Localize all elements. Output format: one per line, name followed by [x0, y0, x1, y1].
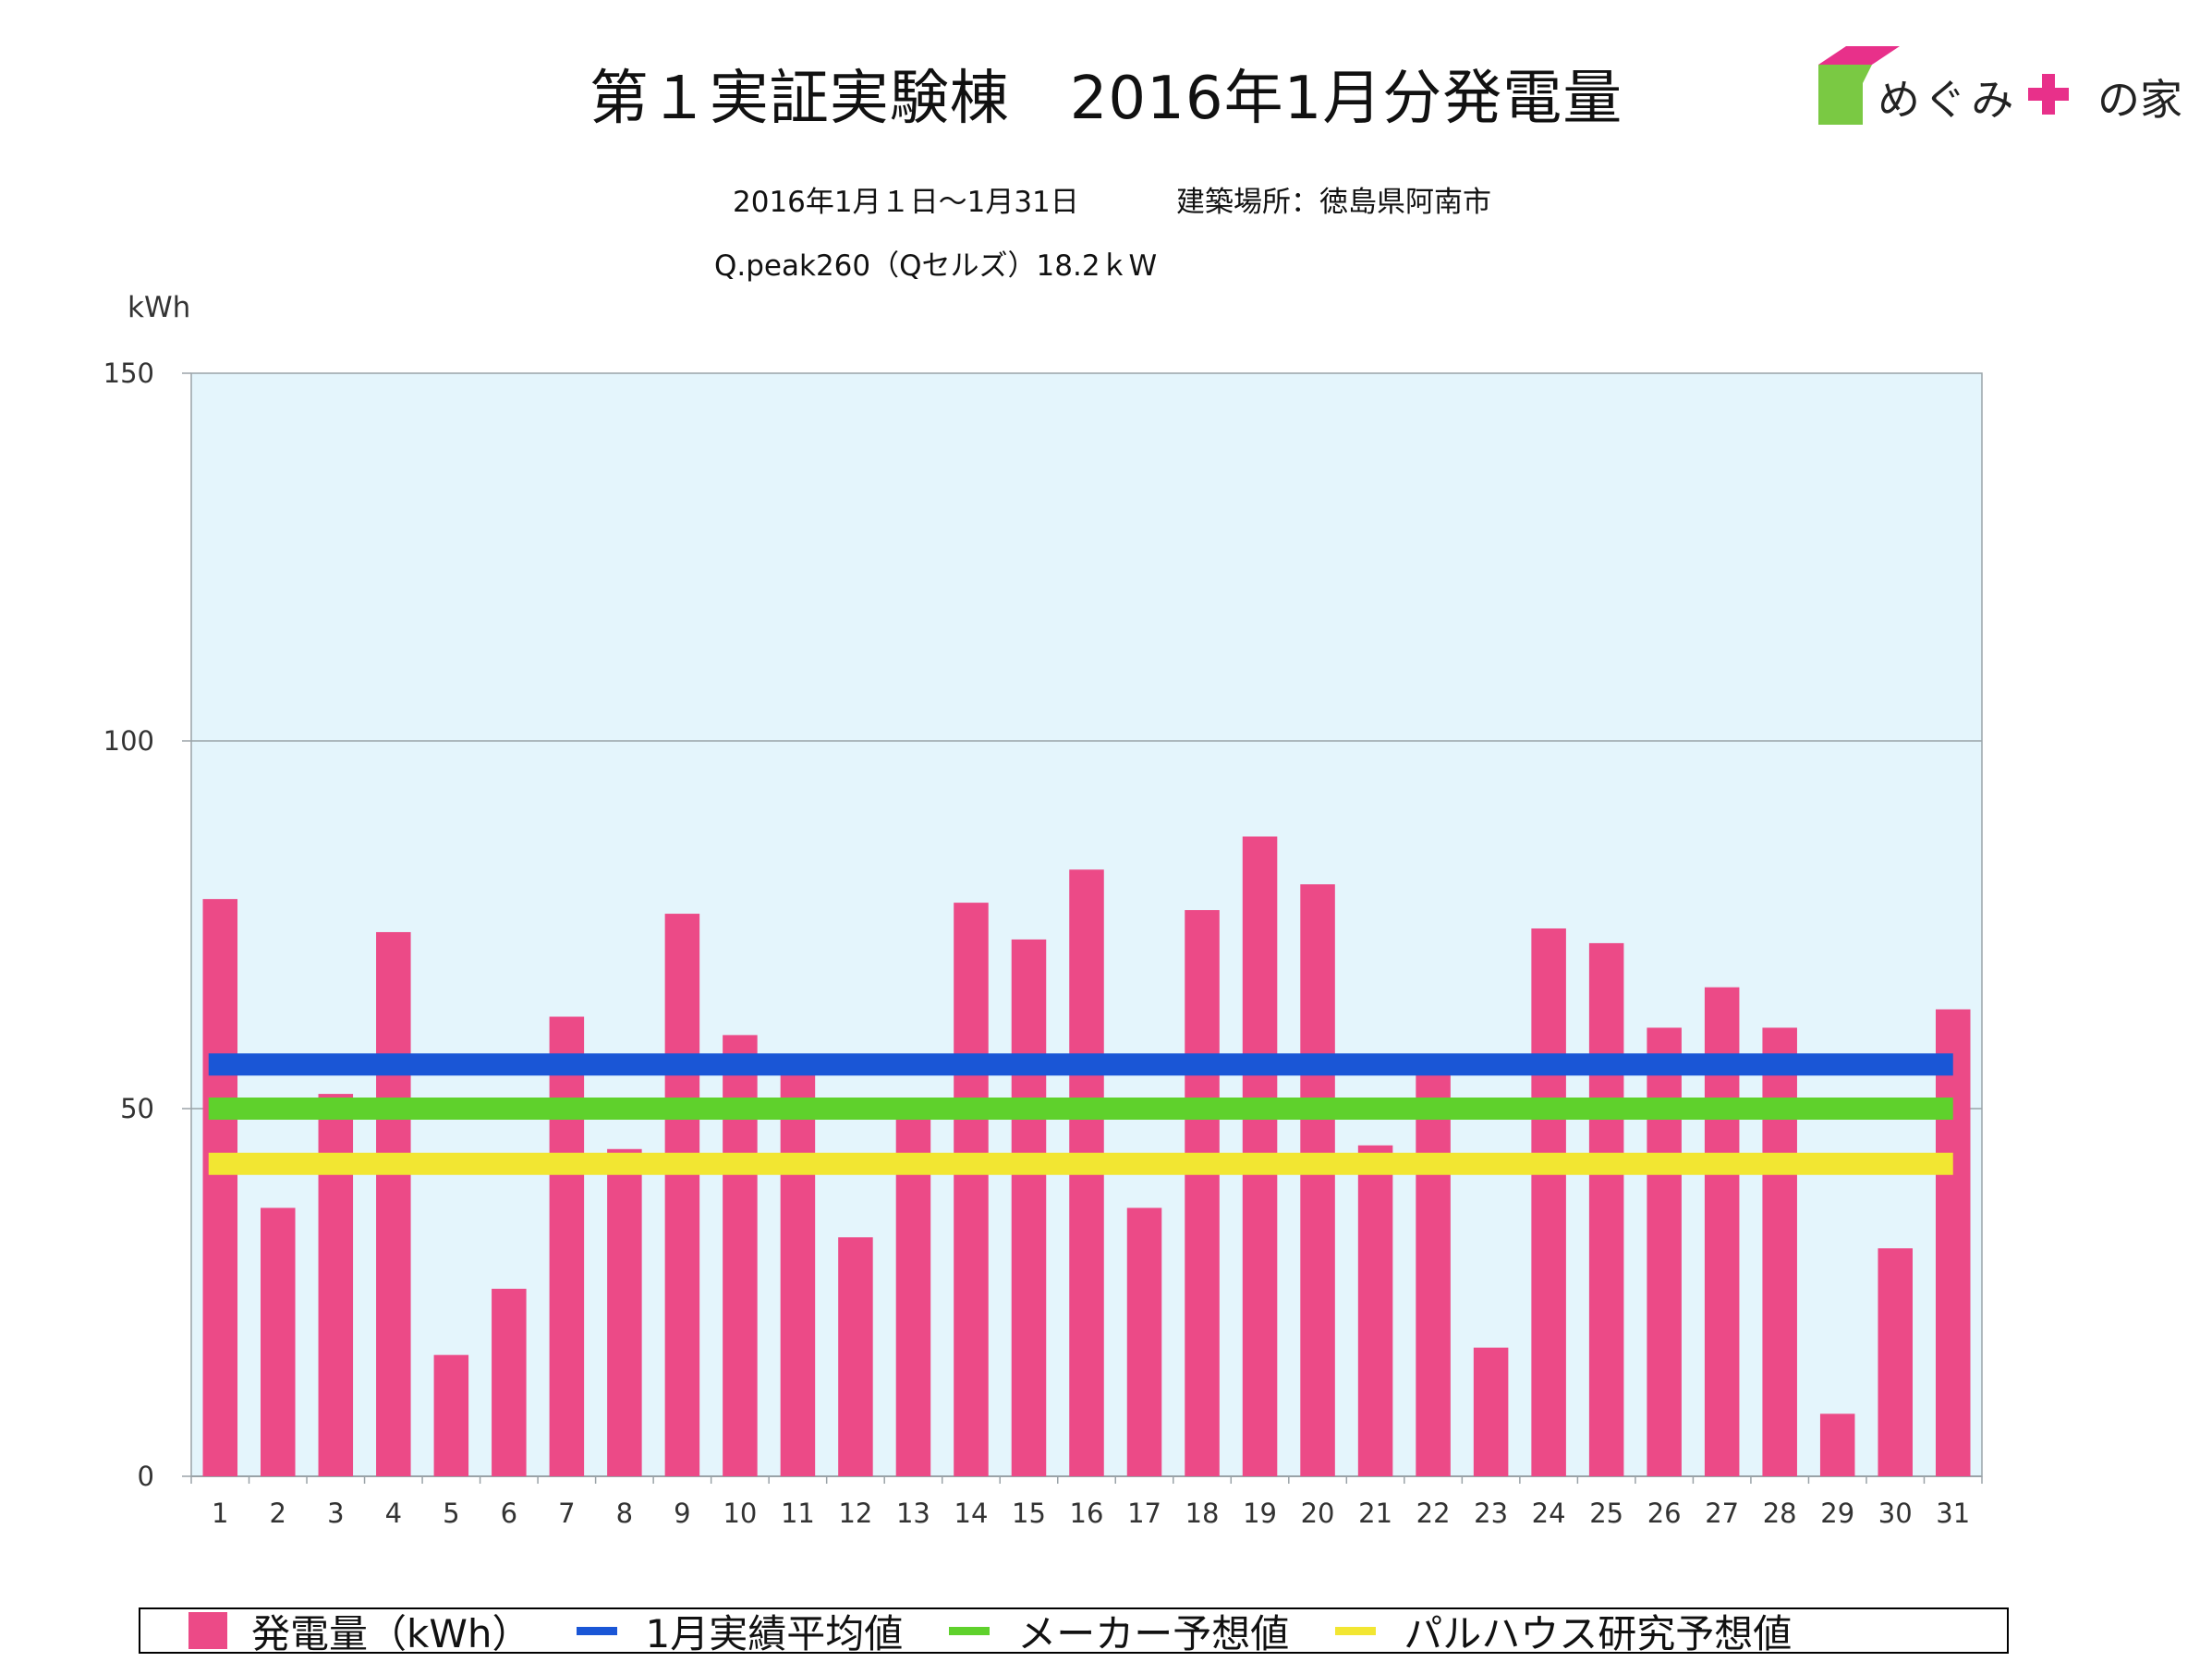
legend-swatch [577, 1626, 618, 1635]
legend-label: メーカー予想値 [1017, 1610, 1290, 1656]
x-tick-label: 23 [1474, 1498, 1508, 1529]
x-tick-label: 11 [781, 1498, 815, 1529]
bar-day-24 [1531, 928, 1566, 1476]
bar-day-22 [1416, 1072, 1451, 1476]
y-tick-label: 50 [120, 1093, 154, 1124]
y-tick-label: 100 [103, 725, 154, 757]
x-tick-label: 31 [1936, 1498, 1970, 1529]
legend-item-1: 発電量（kWh） [188, 1603, 530, 1659]
y-axis-label: kWh [128, 291, 191, 324]
bar-day-14 [954, 903, 989, 1476]
bar-day-26 [1647, 1027, 1682, 1476]
legend-item-4: パルハウス研究予想値 [1335, 1603, 1792, 1659]
logo-wall-top [1818, 65, 1872, 83]
period-text: 2016年1月１日～1月31日 [733, 186, 1079, 219]
x-tick-label: 17 [1127, 1498, 1161, 1529]
x-tick-label: 27 [1705, 1498, 1739, 1529]
x-tick-label: 28 [1763, 1498, 1797, 1529]
bar-day-15 [1011, 939, 1047, 1476]
x-tick-label: 20 [1301, 1498, 1335, 1529]
x-tick-label: 5 [443, 1498, 459, 1529]
bar-day-29 [1819, 1413, 1855, 1476]
bar-day-21 [1357, 1145, 1393, 1476]
x-tick-label: 4 [385, 1498, 402, 1529]
bar-day-12 [838, 1237, 873, 1476]
bar-day-17 [1126, 1207, 1162, 1476]
x-tick-label: 2 [270, 1498, 286, 1529]
bar-day-8 [607, 1148, 642, 1476]
x-tick-label: 25 [1589, 1498, 1623, 1529]
x-tick-label: 22 [1416, 1498, 1451, 1529]
legend-item-2: 1月実績平均値 [577, 1603, 903, 1659]
legend-swatch [949, 1626, 991, 1635]
panel-text: Q.peak260（Qセルズ）18.2ｋW [714, 249, 1158, 283]
bar-day-9 [664, 914, 700, 1476]
x-tick-label: 10 [723, 1498, 757, 1529]
bar-day-2 [261, 1207, 296, 1476]
logo [1818, 46, 2188, 129]
x-tick-label: 8 [616, 1498, 633, 1529]
x-tick-label: 15 [1012, 1498, 1046, 1529]
x-tick-label: 16 [1070, 1498, 1104, 1529]
bar-day-31 [1935, 1009, 1971, 1476]
x-tick-label: 7 [558, 1498, 575, 1529]
bar-day-7 [549, 1016, 585, 1476]
bar-day-23 [1473, 1347, 1509, 1476]
legend-swatch [188, 1612, 227, 1649]
logo-roof [1818, 46, 1900, 65]
chart-title: 第１実証実験棟 2016年1月分発電量 [589, 65, 1623, 133]
x-tick-label: 6 [501, 1498, 517, 1529]
x-tick-label: 3 [327, 1498, 344, 1529]
legend-item-3: メーカー予想値 [949, 1603, 1289, 1659]
legend-swatch [1335, 1626, 1377, 1635]
location-text: 建築場所：徳島県阿南市 [1176, 186, 1491, 219]
x-tick-label: 1 [212, 1498, 228, 1529]
x-tick-label: 13 [896, 1498, 930, 1529]
x-tick-label: 24 [1532, 1498, 1566, 1529]
bar-day-5 [433, 1354, 469, 1476]
logo-wall [1818, 83, 1863, 125]
legend: 発電量（kWh） 1月実績平均値 メーカー予想値 パルハウス研究予想値 [139, 1607, 2009, 1656]
logo-plus-icon [2028, 74, 2069, 115]
bar-day-6 [492, 1289, 527, 1476]
x-tick-label: 26 [1647, 1498, 1682, 1529]
bar-day-11 [780, 1072, 816, 1476]
x-tick-label: 18 [1185, 1498, 1220, 1529]
bar-day-20 [1300, 884, 1335, 1476]
x-tick-label: 9 [674, 1498, 690, 1529]
legend-label: 発電量（kWh） [251, 1610, 531, 1656]
y-tick-label: 150 [103, 358, 154, 389]
x-tick-label: 29 [1820, 1498, 1854, 1529]
legend-label: パルハウス研究予想値 [1404, 1610, 1793, 1656]
x-tick-label: 19 [1243, 1498, 1277, 1529]
bar-day-18 [1185, 910, 1220, 1476]
bar-day-3 [318, 1094, 354, 1476]
logo-text-suffix: の家 [2097, 75, 2182, 125]
x-tick-label: 14 [954, 1498, 989, 1529]
logo-house-icon [1818, 46, 2069, 125]
bar-day-28 [1762, 1027, 1797, 1476]
legend-label: 1月実績平均値 [645, 1610, 904, 1656]
x-tick-label: 12 [838, 1498, 872, 1529]
x-tick-label: 30 [1878, 1498, 1913, 1529]
bar-day-25 [1588, 942, 1624, 1476]
x-tick-label: 21 [1358, 1498, 1392, 1529]
bar-day-1 [202, 899, 238, 1476]
y-tick-label: 0 [138, 1461, 154, 1492]
logo-text: めぐみ [1878, 75, 2018, 125]
bar-day-4 [376, 931, 411, 1476]
bar-day-30 [1878, 1248, 1913, 1476]
